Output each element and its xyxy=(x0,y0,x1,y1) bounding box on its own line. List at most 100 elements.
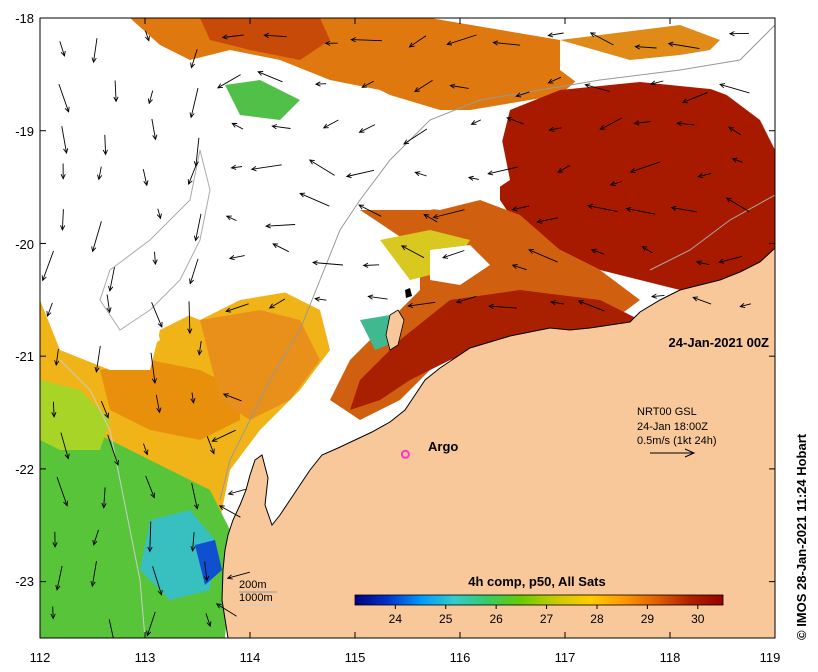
current-vector-head xyxy=(265,223,271,229)
current-vector-arrow xyxy=(222,34,244,38)
current-vector-head xyxy=(625,206,632,212)
current-vector-arrow xyxy=(446,34,477,45)
isobath-legend: 200m 1000m xyxy=(239,579,277,606)
current-vector-arrow xyxy=(346,169,375,177)
colorbar-tick-label: 30 xyxy=(691,612,705,626)
current-vector-head xyxy=(314,296,321,302)
current-vector-arrow xyxy=(740,303,752,308)
current-vector-arrow xyxy=(93,38,98,63)
current-vector-head xyxy=(324,40,331,46)
current-vector-arrow xyxy=(626,208,656,215)
current-vector-arrow xyxy=(59,41,65,57)
current-vector-head xyxy=(547,78,554,84)
current-vector-head xyxy=(599,125,606,130)
current-vector-head xyxy=(423,213,430,219)
current-vector-arrow xyxy=(578,300,605,312)
current-vector-arrow xyxy=(548,76,562,84)
current-vector-arrow xyxy=(56,565,63,590)
current-vector-arrow xyxy=(42,250,54,281)
current-vector-arrow xyxy=(642,246,653,254)
current-vector-arrow xyxy=(108,619,114,638)
current-vector-arrow xyxy=(46,302,53,317)
current-vector-head xyxy=(731,157,738,163)
current-vector-head xyxy=(209,448,215,455)
current-vector-head xyxy=(547,32,554,38)
sst-patch-west-orange xyxy=(100,360,240,440)
current-vector-head xyxy=(228,255,235,261)
current-vector-head xyxy=(634,44,641,50)
current-vector-arrow xyxy=(677,122,695,126)
current-vector-head xyxy=(728,126,734,132)
current-vector-arrow xyxy=(630,161,660,173)
current-vector-head xyxy=(41,275,47,282)
cloud-mask-west xyxy=(40,18,330,370)
current-vector-arrow xyxy=(433,209,465,218)
sst-patch-coastal-hot xyxy=(350,290,640,410)
current-vector-head xyxy=(227,490,234,496)
current-vector-arrow xyxy=(671,207,697,213)
current-vector-head xyxy=(549,300,556,306)
current-vector-arrow xyxy=(668,43,700,50)
current-vector-head xyxy=(271,124,278,130)
island-small xyxy=(405,288,412,298)
current-vector-head xyxy=(250,166,257,172)
lat-tick-label: -23 xyxy=(15,574,34,589)
current-vector-arrow xyxy=(692,296,712,305)
current-vector-arrow xyxy=(93,529,99,546)
current-vector-head xyxy=(413,87,420,93)
current-vector-arrow xyxy=(142,169,148,186)
colorbar-ticks: 24 25 26 27 28 29 30 xyxy=(389,605,705,626)
current-vector-arrow xyxy=(225,303,249,312)
current-vector-head xyxy=(403,139,410,145)
cloud-mask-ne xyxy=(560,25,775,110)
current-vector-head xyxy=(506,116,513,122)
sst-field xyxy=(40,18,775,638)
current-vector-head xyxy=(147,98,153,105)
current-vector-head xyxy=(63,148,69,155)
current-vector-head xyxy=(548,126,555,132)
current-vector-head xyxy=(91,246,97,253)
current-vector-arrow xyxy=(91,561,97,587)
current-vector-head xyxy=(587,203,594,210)
current-vector-head xyxy=(108,285,114,292)
current-vector-head xyxy=(64,106,70,113)
current-vector-head xyxy=(226,574,233,580)
current-vector-head xyxy=(408,42,415,48)
current-vector-arrow xyxy=(409,35,427,48)
current-vector-head xyxy=(446,40,453,46)
current-vector-head xyxy=(358,128,365,133)
current-vector-arrow xyxy=(212,429,236,442)
current-vector-head xyxy=(577,300,584,305)
sst-patch-mid-orange xyxy=(200,310,320,420)
cloud-mask-southwest xyxy=(100,300,160,360)
current-vector-arrow xyxy=(107,434,119,466)
current-vector-head xyxy=(51,412,57,418)
current-vector-head xyxy=(157,589,163,596)
current-vector-arrow xyxy=(549,127,562,131)
current-vector-head xyxy=(190,545,196,552)
current-vector-arrow xyxy=(228,488,246,495)
current-vector-head xyxy=(189,112,195,119)
current-vector-arrow xyxy=(190,87,199,118)
current-vector-arrow xyxy=(56,476,68,506)
current-vector-head xyxy=(487,303,494,309)
current-vector-head xyxy=(414,171,421,177)
current-vector-head xyxy=(492,40,499,46)
current-vector-arrow xyxy=(157,208,161,219)
current-vector-arrow xyxy=(588,205,618,213)
current-vector-arrow xyxy=(557,165,570,173)
current-vector-head xyxy=(263,32,270,39)
current-vector-head xyxy=(322,123,329,129)
current-vector-arrow xyxy=(106,294,111,313)
current-vector-head xyxy=(511,206,518,212)
current-vectors xyxy=(41,30,752,638)
current-vector-head xyxy=(590,248,597,254)
current-vector-arrow xyxy=(698,172,712,178)
current-vector-arrow xyxy=(696,261,710,266)
current-vector-head xyxy=(156,213,162,220)
current-vector-arrow xyxy=(651,294,665,298)
current-vector-arrow xyxy=(217,74,241,89)
current-vector-arrow xyxy=(58,83,70,112)
lon-tick-label: 113 xyxy=(135,650,156,665)
current-vector-arrow xyxy=(528,249,558,263)
